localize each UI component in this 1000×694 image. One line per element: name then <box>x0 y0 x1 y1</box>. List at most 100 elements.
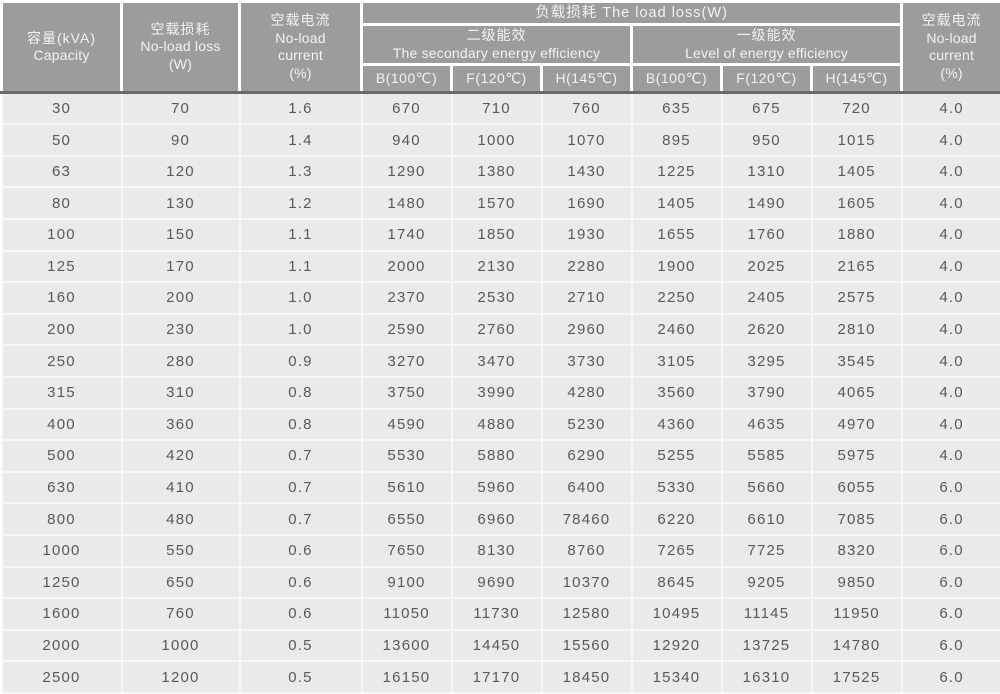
cell-no-load-loss: 200 <box>122 282 240 314</box>
cell-first-level-f120: 5585 <box>722 440 812 472</box>
cell-first-level-h145: 1605 <box>812 187 902 219</box>
cell-capacity: 100 <box>2 219 122 251</box>
header-capacity: 容量(kVA) Capacity <box>2 2 122 93</box>
cell-first-level-b100: 3560 <box>632 377 722 409</box>
cell-secondary-b100: 7650 <box>362 535 452 567</box>
header-secondary-en: The secondary energy efficiency <box>363 45 630 63</box>
cell-first-level-b100: 5255 <box>632 440 722 472</box>
cell-first-level-b100: 1900 <box>632 251 722 283</box>
cell-first-level-h145: 1880 <box>812 219 902 251</box>
cell-secondary-h145: 15560 <box>542 630 632 662</box>
cell-first-level-h145: 17525 <box>812 661 902 693</box>
cell-secondary-b100: 2000 <box>362 251 452 283</box>
cell-capacity: 1000 <box>2 535 122 567</box>
cell-capacity: 315 <box>2 377 122 409</box>
header-no-load-current-left-zh: 空载电流 <box>241 12 360 30</box>
cell-no-load-current: 0.5 <box>240 630 362 662</box>
cell-secondary-h145: 2280 <box>542 251 632 283</box>
cell-capacity: 630 <box>2 472 122 504</box>
cell-secondary-b100: 3750 <box>362 377 452 409</box>
cell-no-load-current: 1.0 <box>240 314 362 346</box>
cell-no-load-current: 1.6 <box>240 93 362 125</box>
cell-no-load-current-right: 4.0 <box>902 345 1000 377</box>
header-capacity-en: Capacity <box>3 47 120 65</box>
cell-secondary-b100: 670 <box>362 93 452 125</box>
cell-secondary-f120: 11730 <box>452 598 542 630</box>
cell-secondary-f120: 1380 <box>452 156 542 188</box>
cell-secondary-f120: 2130 <box>452 251 542 283</box>
cell-secondary-b100: 13600 <box>362 630 452 662</box>
cell-secondary-f120: 5960 <box>452 472 542 504</box>
header-secondary-efficiency-group: 二级能效 The secondary energy efficiency <box>362 25 632 65</box>
header-no-load-current-right-en2: current <box>903 47 1000 65</box>
cell-secondary-h145: 18450 <box>542 661 632 693</box>
cell-secondary-b100: 9100 <box>362 567 452 599</box>
cell-first-level-f120: 3790 <box>722 377 812 409</box>
cell-no-load-current: 1.4 <box>240 124 362 156</box>
cell-secondary-f120: 6960 <box>452 503 542 535</box>
cell-no-load-current: 0.7 <box>240 440 362 472</box>
header-first-level-zh: 一级能效 <box>633 27 900 45</box>
cell-first-level-f120: 1310 <box>722 156 812 188</box>
cell-first-level-h145: 1405 <box>812 156 902 188</box>
cell-no-load-loss: 1000 <box>122 630 240 662</box>
header-no-load-loss-en: No-load loss <box>123 38 238 56</box>
cell-first-level-h145: 5975 <box>812 440 902 472</box>
cell-no-load-current-right: 6.0 <box>902 598 1000 630</box>
header-first-level-efficiency-group: 一级能效 Level of energy efficiency <box>632 25 902 65</box>
cell-first-level-h145: 4065 <box>812 377 902 409</box>
cell-secondary-f120: 1570 <box>452 187 542 219</box>
cell-first-level-f120: 13725 <box>722 630 812 662</box>
cell-no-load-current: 0.8 <box>240 377 362 409</box>
cell-secondary-h145: 760 <box>542 93 632 125</box>
header-first-level-b100: B(100℃) <box>632 65 722 93</box>
cell-secondary-f120: 1850 <box>452 219 542 251</box>
cell-no-load-current: 0.5 <box>240 661 362 693</box>
cell-capacity: 80 <box>2 187 122 219</box>
cell-secondary-h145: 2710 <box>542 282 632 314</box>
cell-first-level-b100: 1405 <box>632 187 722 219</box>
cell-capacity: 2500 <box>2 661 122 693</box>
cell-first-level-h145: 3545 <box>812 345 902 377</box>
cell-first-level-h145: 9850 <box>812 567 902 599</box>
cell-capacity: 30 <box>2 93 122 125</box>
cell-first-level-f120: 950 <box>722 124 812 156</box>
cell-secondary-h145: 4280 <box>542 377 632 409</box>
cell-first-level-f120: 2025 <box>722 251 812 283</box>
cell-no-load-current-right: 6.0 <box>902 630 1000 662</box>
cell-capacity: 160 <box>2 282 122 314</box>
cell-secondary-b100: 1290 <box>362 156 452 188</box>
cell-secondary-b100: 2590 <box>362 314 452 346</box>
cell-secondary-f120: 5880 <box>452 440 542 472</box>
cell-first-level-b100: 15340 <box>632 661 722 693</box>
cell-secondary-b100: 940 <box>362 124 452 156</box>
cell-no-load-loss: 420 <box>122 440 240 472</box>
cell-secondary-b100: 4590 <box>362 409 452 441</box>
cell-capacity: 125 <box>2 251 122 283</box>
header-no-load-current-left-en2: current <box>241 47 360 65</box>
cell-no-load-current-right: 4.0 <box>902 409 1000 441</box>
cell-secondary-h145: 2960 <box>542 314 632 346</box>
cell-no-load-loss: 760 <box>122 598 240 630</box>
header-no-load-current-left-unit: (%) <box>241 65 360 83</box>
cell-secondary-h145: 1930 <box>542 219 632 251</box>
cell-capacity: 200 <box>2 314 122 346</box>
cell-no-load-loss: 1200 <box>122 661 240 693</box>
cell-no-load-current-right: 6.0 <box>902 535 1000 567</box>
cell-no-load-current-right: 6.0 <box>902 472 1000 504</box>
cell-no-load-loss: 280 <box>122 345 240 377</box>
cell-capacity: 2000 <box>2 630 122 662</box>
cell-no-load-loss: 170 <box>122 251 240 283</box>
cell-no-load-current: 0.9 <box>240 345 362 377</box>
cell-no-load-current-right: 6.0 <box>902 567 1000 599</box>
